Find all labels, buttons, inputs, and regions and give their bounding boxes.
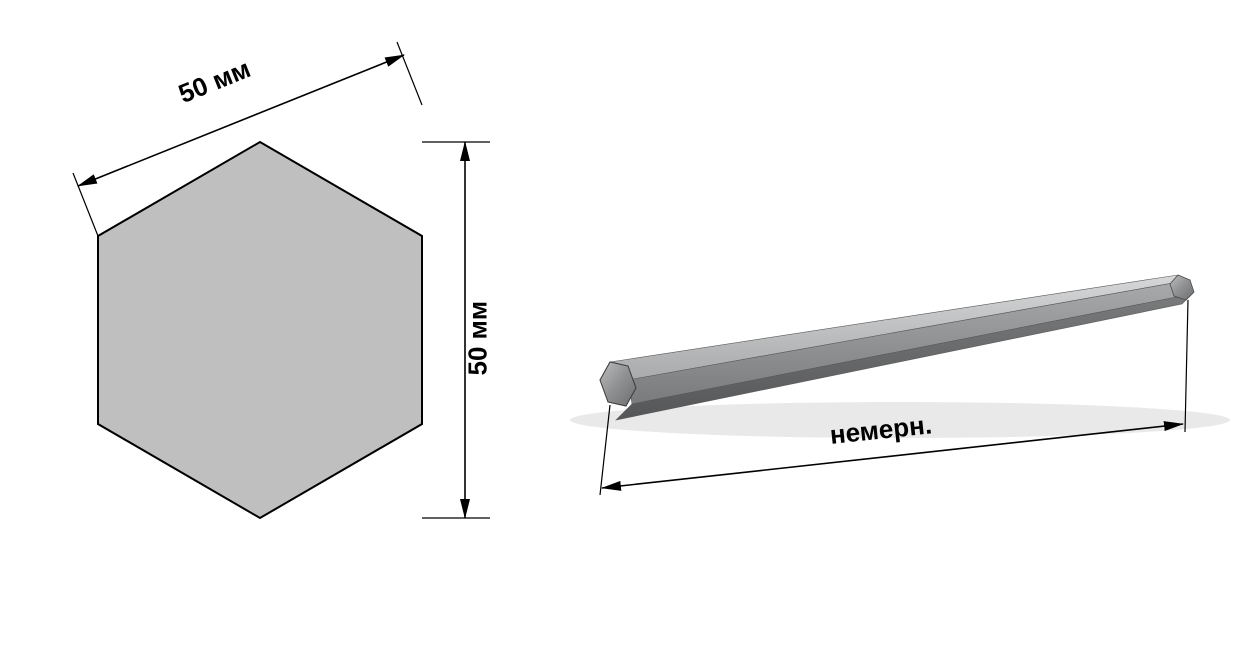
dimension-height-label: 50 мм: [463, 301, 494, 376]
diagram-canvas: 50 мм 50 мм немерн.: [0, 0, 1240, 660]
hexagon-cross-section: [98, 142, 422, 518]
